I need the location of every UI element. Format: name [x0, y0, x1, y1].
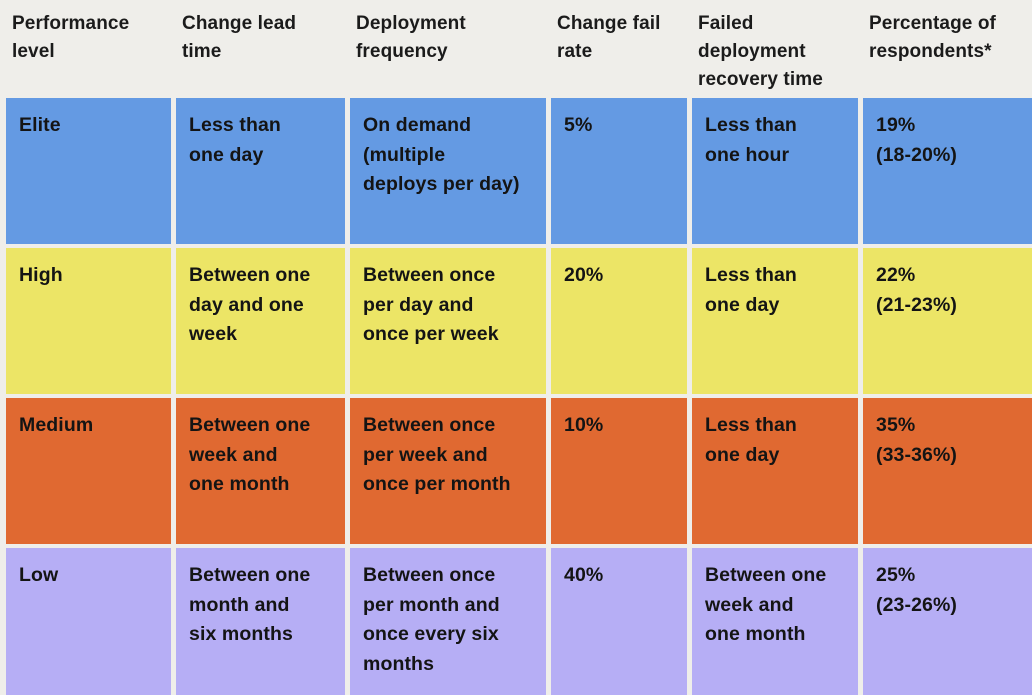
elite-change-fail-rate-cell: 5% [551, 98, 687, 244]
column-header-change-fail-rate: Change fail rate [557, 13, 661, 62]
elite-recovery-time-cell: Less than one hour [692, 98, 858, 244]
low-change-lead-time-cell: Between one month and six months [176, 548, 345, 695]
low-change-fail-rate-cell: 40% [551, 548, 687, 695]
medium-change-fail-rate-cell: 10% [551, 398, 687, 544]
elite-deployment-frequency-cell: On demand (multiple deploys per day) [350, 98, 546, 244]
high-recovery-time-cell: Less than one day [692, 248, 858, 394]
medium-respondents-cell: 35% (33-36%) [863, 398, 1032, 544]
column-header-performance-level: Performance level [12, 13, 130, 62]
medium-level-cell: Medium [6, 398, 171, 544]
low-respondents-cell: 25% (23-26%) [863, 548, 1032, 695]
low-deployment-frequency-cell: Between once per month and once every si… [350, 548, 546, 695]
column-header-change-lead-time: Change lead time [182, 13, 297, 62]
column-header-percentage-of-respondents: Percentage of respondents* [869, 13, 996, 62]
high-level-cell: High [6, 248, 171, 394]
elite-change-lead-time-cell: Less than one day [176, 98, 345, 244]
column-header-deployment-frequency: Deployment frequency [356, 13, 466, 62]
high-deployment-frequency-cell: Between once per day and once per week [350, 248, 546, 394]
medium-deployment-frequency-cell: Between once per week and once per month [350, 398, 546, 544]
elite-level-cell: Elite [6, 98, 171, 244]
medium-recovery-time-cell: Less than one day [692, 398, 858, 544]
high-change-lead-time-cell: Between one day and one week [176, 248, 345, 394]
high-change-fail-rate-cell: 20% [551, 248, 687, 394]
elite-respondents-cell: 19% (18-20%) [863, 98, 1032, 244]
low-level-cell: Low [6, 548, 171, 695]
column-header-failed-deployment-recovery-time: Failed deployment recovery time [698, 13, 823, 90]
high-respondents-cell: 22% (21-23%) [863, 248, 1032, 394]
low-recovery-time-cell: Between one week and one month [692, 548, 858, 695]
medium-change-lead-time-cell: Between one week and one month [176, 398, 345, 544]
